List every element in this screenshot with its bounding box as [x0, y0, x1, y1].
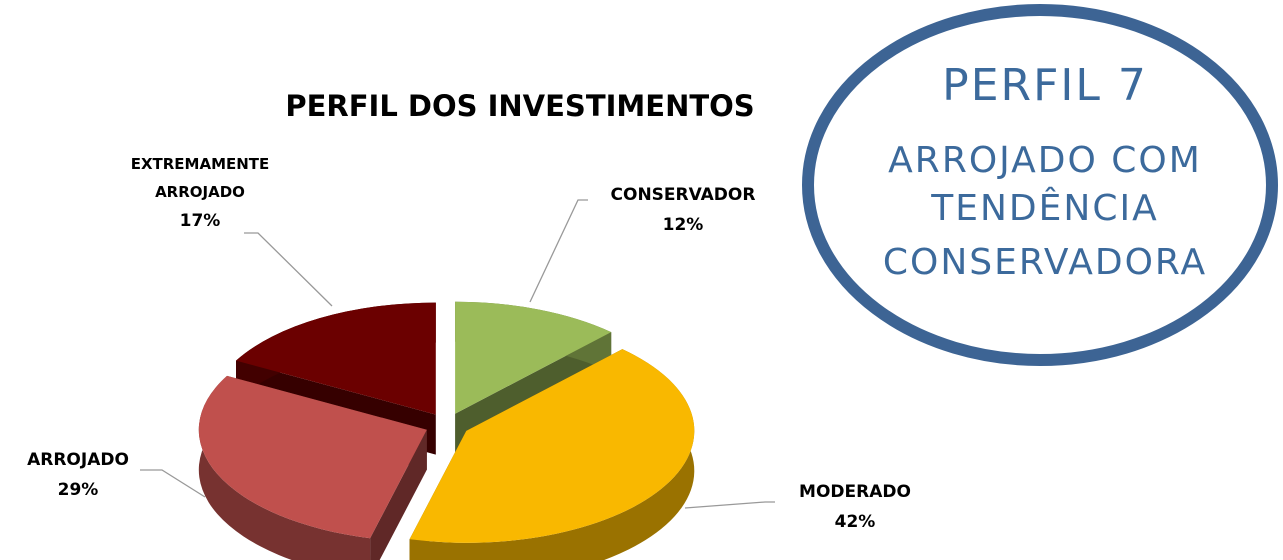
- data-label: ARROJADO 29%: [3, 445, 153, 505]
- badge-text: ARROJADO COM: [888, 140, 1202, 181]
- data-label: ARROJADO 29%: [3, 445, 153, 505]
- pie: [198, 301, 695, 560]
- category-label: MODERADO: [799, 482, 911, 502]
- leader-line: [529, 199, 588, 303]
- badge-title: PERFIL 7: [942, 60, 1148, 111]
- value-label: 42%: [834, 512, 876, 532]
- leader-line: [684, 501, 775, 509]
- leader-lines: [140, 199, 775, 509]
- badge: [802, 4, 1278, 366]
- data-label: CONSERVADOR 12%: [608, 180, 758, 240]
- pie-slice: [409, 349, 695, 543]
- category-label: EXTREMAMENTE ARROJADO: [130, 155, 270, 201]
- value-label: 12%: [662, 215, 704, 235]
- data-label: EXTREMAMENTE ARROJADO 17%: [130, 150, 290, 236]
- category-label: CONSERVADOR: [610, 185, 756, 205]
- chart-title: PERFIL DOS INVESTIMENTOS: [285, 89, 754, 123]
- pie-slice: [198, 375, 427, 539]
- badge-text: TENDÊNCIA: [930, 187, 1158, 229]
- leader-line: [140, 469, 206, 498]
- badge-text: CONSERVADORA: [883, 242, 1207, 283]
- data-label: CONSERVADOR 12%: [608, 180, 758, 240]
- value-label: 17%: [179, 211, 221, 231]
- slice-side: [198, 375, 371, 560]
- value-label: 29%: [57, 480, 99, 500]
- leader-line: [244, 232, 333, 307]
- category-label: ARROJADO: [27, 450, 129, 470]
- data-label: MODERADO 42%: [780, 477, 930, 537]
- pie-slice: [455, 301, 612, 414]
- pie-slice: [236, 302, 436, 415]
- data-label: MODERADO 42%: [780, 477, 930, 537]
- data-label: EXTREMAMENTE ARROJADO 17%: [130, 150, 290, 236]
